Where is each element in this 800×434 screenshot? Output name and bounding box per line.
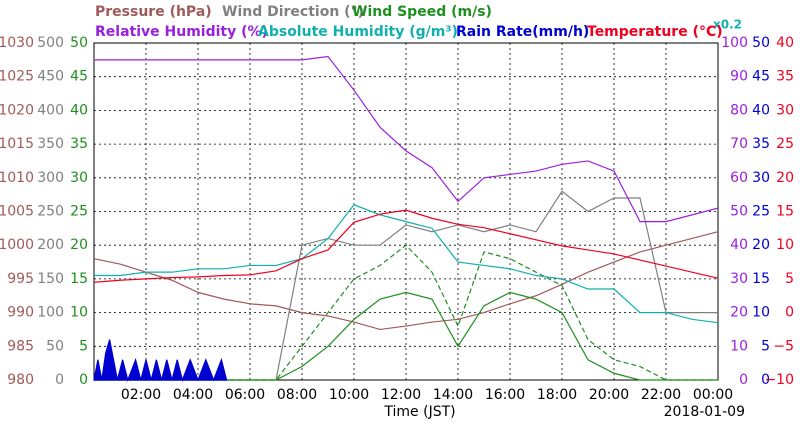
y-tick-label: 1025	[0, 69, 34, 85]
y-tick-label: 0	[785, 305, 794, 321]
line	[93, 209, 719, 283]
y-tick-label: 20	[776, 170, 794, 186]
y-tick-label: 30	[730, 271, 748, 287]
y-tick-label: 80	[730, 102, 748, 118]
y-tick-label: 985	[7, 338, 34, 354]
y-tick-label: 50	[752, 35, 770, 51]
line	[93, 231, 719, 331]
x-tick-label: 08:00	[277, 387, 317, 403]
y-tick-label: 20	[752, 237, 770, 253]
y-tick-label: 30	[752, 170, 770, 186]
y-tick-label: 30	[70, 170, 88, 186]
y-tick-label: 5	[79, 338, 88, 354]
y-tick-label: 1020	[0, 102, 34, 118]
y-tick-label: 400	[37, 102, 64, 118]
y-tick-label: 25	[776, 136, 794, 152]
y-tick-label: 10	[70, 305, 88, 321]
y-tick-label: −10	[764, 372, 794, 388]
y-tick-label: 70	[730, 136, 748, 152]
y-tick-label: 300	[37, 170, 64, 186]
y-tick-label: 50	[70, 35, 88, 51]
annotation: x0.2	[713, 18, 742, 32]
y-tick-label: 0	[55, 372, 64, 388]
y-tick-label: 50	[730, 204, 748, 220]
y-tick-label: 90	[730, 69, 748, 85]
legend-entry: Relative Humidity (%)	[95, 24, 268, 40]
y-tick-label: 15	[752, 271, 770, 287]
x-tick-label: 18:00	[537, 387, 577, 403]
y-tick-label: 5	[761, 338, 770, 354]
x-tick-label: 14:00	[433, 387, 473, 403]
y-tick-label: 10	[752, 305, 770, 321]
x-tick-label: 06:00	[225, 387, 265, 403]
y-tick-label: 100	[721, 35, 748, 51]
y-tick-label: 1005	[0, 204, 34, 220]
x-tick-label: 16:00	[485, 387, 525, 403]
y-tick-label: 1015	[0, 136, 34, 152]
y-tick-label: 25	[752, 204, 770, 220]
y-tick-label: 5	[785, 271, 794, 287]
y-tick-label: 10	[730, 338, 748, 354]
legend-entry: Wind Speed (m/s)	[352, 4, 492, 20]
line	[94, 55, 719, 223]
x-tick-label: 00:00	[693, 387, 733, 403]
y-tick-label: 1000	[0, 237, 34, 253]
legend-entry: Wind Direction (°)	[222, 4, 364, 20]
legend-entry: Pressure (hPa)	[95, 4, 212, 20]
y-tick-label: 100	[37, 305, 64, 321]
y-tick-label: 200	[37, 237, 64, 253]
y-tick-label: 60	[730, 170, 748, 186]
y-tick-label: 40	[730, 237, 748, 253]
y-tick-label: 350	[37, 136, 64, 152]
y-tick-label: −5	[773, 338, 794, 354]
y-tick-label: 20	[70, 237, 88, 253]
y-tick-label: 20	[730, 305, 748, 321]
x-tick-label: 20:00	[589, 387, 629, 403]
y-tick-label: 10	[776, 237, 794, 253]
y-tick-label: 40	[776, 35, 794, 51]
x-tick-label: 04:00	[173, 387, 213, 403]
y-tick-label: 250	[37, 204, 64, 220]
y-tick-label: 0	[79, 372, 88, 388]
y-tick-label: 990	[7, 305, 34, 321]
date-label: 2018-01-09	[664, 404, 745, 420]
y-tick-label: 45	[70, 69, 88, 85]
y-tick-label: 45	[752, 69, 770, 85]
y-tick-label: 35	[752, 136, 770, 152]
x-tick-label: 10:00	[329, 387, 369, 403]
y-tick-label: 35	[776, 69, 794, 85]
y-tick-label: 50	[46, 338, 64, 354]
x-tick-label: 22:00	[641, 387, 681, 403]
y-tick-label: 450	[37, 69, 64, 85]
y-tick-label: 150	[37, 271, 64, 287]
y-tick-label: 1030	[0, 35, 34, 51]
y-tick-label: 15	[776, 204, 794, 220]
legend-entry: Temperature (°C)	[587, 24, 723, 40]
y-tick-label: 0	[739, 372, 748, 388]
x-tick-label: 12:00	[381, 387, 421, 403]
y-tick-label: 980	[7, 372, 34, 388]
y-tick-label: 500	[37, 35, 64, 51]
x-axis-label: Time (JST)	[383, 404, 455, 420]
area	[93, 339, 228, 382]
line	[94, 204, 719, 324]
y-tick-label: 35	[70, 136, 88, 152]
y-tick-label: 30	[776, 102, 794, 118]
y-tick-label: 1010	[0, 170, 34, 186]
legend-entry: Absolute Humidity (g/m³)	[258, 24, 458, 40]
y-tick-label: 0	[761, 372, 770, 388]
y-tick-label: 25	[70, 204, 88, 220]
y-tick-label: 40	[752, 102, 770, 118]
y-tick-label: 15	[70, 271, 88, 287]
x-tick-label: 02:00	[121, 387, 161, 403]
y-tick-label: 995	[7, 271, 34, 287]
legend-entry: Rain Rate(mm/h)	[456, 24, 589, 40]
y-tick-label: 40	[70, 102, 88, 118]
